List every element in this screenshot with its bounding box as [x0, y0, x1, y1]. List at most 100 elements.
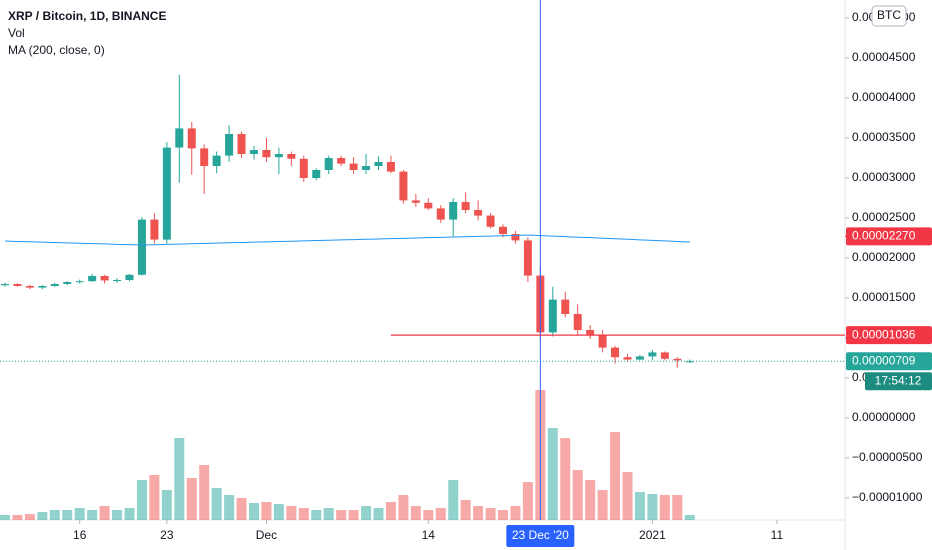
volume-bar: [385, 502, 396, 520]
candle-body: [287, 154, 296, 159]
price-label: 0.00002270: [852, 229, 916, 243]
volume-bar: [311, 510, 322, 520]
candle-body: [13, 284, 22, 286]
volume-bar: [174, 438, 185, 520]
volume-bar: [37, 512, 48, 520]
candle-body: [648, 352, 657, 357]
volume-bar: [49, 510, 60, 520]
candle-body: [461, 202, 470, 210]
x-tick-label: 14: [422, 528, 436, 542]
ma-line: [4, 234, 690, 246]
candle-body: [623, 357, 632, 360]
volume-bar: [410, 506, 421, 520]
volume-bar: [273, 504, 284, 520]
x-tick-label: 16: [73, 528, 87, 542]
currency-badge: [871, 5, 907, 27]
volume-bar: [435, 508, 446, 520]
volume-bar: [124, 508, 135, 520]
volume-bar: [622, 472, 633, 520]
volume-bar: [62, 510, 73, 520]
last-price-box: [846, 352, 932, 371]
currency-label: BTC: [877, 8, 901, 22]
volume-bar: [510, 506, 521, 520]
candle-body: [673, 358, 682, 361]
y-tick-label: 0.00000000: [852, 410, 916, 424]
candle-body: [337, 158, 346, 164]
volume-bar: [249, 503, 259, 520]
volume-bar: [460, 500, 471, 520]
candle-body: [635, 356, 644, 360]
candle-body: [486, 215, 495, 227]
candle-body: [225, 134, 234, 156]
y-tick-label: −0.00001000: [852, 490, 923, 504]
volume-bar: [498, 510, 508, 520]
volume-bar: [211, 488, 222, 520]
candle-body: [237, 134, 246, 154]
volume-bar: [323, 508, 334, 520]
candle-body: [50, 284, 59, 286]
volume-bar: [423, 510, 434, 520]
candle-body: [511, 234, 520, 241]
volume-bar: [149, 475, 160, 520]
volume-legend: Vol: [8, 26, 25, 40]
volume-bar: [610, 432, 621, 520]
price-label-box: [846, 326, 932, 345]
candle-body: [137, 219, 146, 275]
y-tick-label: 0.00002500: [852, 210, 916, 224]
volume-bar: [161, 490, 172, 520]
candle-body: [436, 208, 445, 220]
candle-body: [187, 128, 196, 149]
volume-bar: [298, 508, 309, 520]
candle-body: [386, 162, 395, 172]
candle-body: [312, 170, 321, 178]
candle-body: [660, 352, 669, 359]
candle-body: [175, 128, 184, 148]
volume-bar: [0, 515, 10, 520]
candle-body: [250, 150, 258, 154]
candle-body: [162, 147, 171, 240]
volume-bar: [87, 510, 98, 520]
volume-bar: [684, 515, 695, 520]
volume-bar: [572, 470, 583, 520]
volume-bar: [672, 495, 683, 520]
candle-body: [561, 299, 570, 314]
candle-body: [399, 171, 408, 201]
volume-bar: [659, 495, 670, 520]
last-price-label: 0.00000709: [852, 353, 916, 367]
volume-bar: [136, 480, 147, 520]
countdown-box: [865, 372, 932, 391]
x-tick-label: 2021: [639, 528, 666, 542]
y-tick-label: 0.00002000: [852, 250, 916, 264]
candle-body: [63, 282, 72, 284]
candle-body: [598, 334, 607, 348]
candle-body: [474, 210, 483, 216]
candle-body: [548, 299, 557, 333]
y-tick-label: 0.00001500: [852, 290, 916, 304]
y-tick-label: 0.00003500: [852, 130, 916, 144]
candle-body: [299, 158, 308, 178]
volume-bar: [373, 508, 384, 520]
candle-body: [586, 330, 595, 335]
y-tick-label: 0.00004500: [852, 50, 916, 64]
candle-body: [349, 163, 358, 170]
plot: [0, 0, 932, 520]
volume-bar: [74, 508, 85, 520]
volume-bar: [547, 428, 558, 520]
candle-body: [424, 202, 433, 209]
candle-body: [212, 155, 221, 166]
volume-bar: [286, 506, 297, 520]
y-tick-label: 0.00003000: [852, 170, 916, 184]
candle-body: [573, 314, 582, 330]
ma-legend: MA (200, close, 0): [8, 43, 105, 57]
countdown-label: 17:54:12: [875, 373, 922, 387]
candle-body: [611, 347, 620, 358]
price-label-box: [846, 227, 932, 246]
volume-bar: [236, 498, 247, 520]
x-tick-label: 11: [771, 528, 784, 542]
candle-body: [200, 148, 209, 166]
crosshair-label-box: [506, 525, 575, 547]
volume-bar: [560, 438, 571, 520]
volume-bar: [112, 510, 123, 520]
